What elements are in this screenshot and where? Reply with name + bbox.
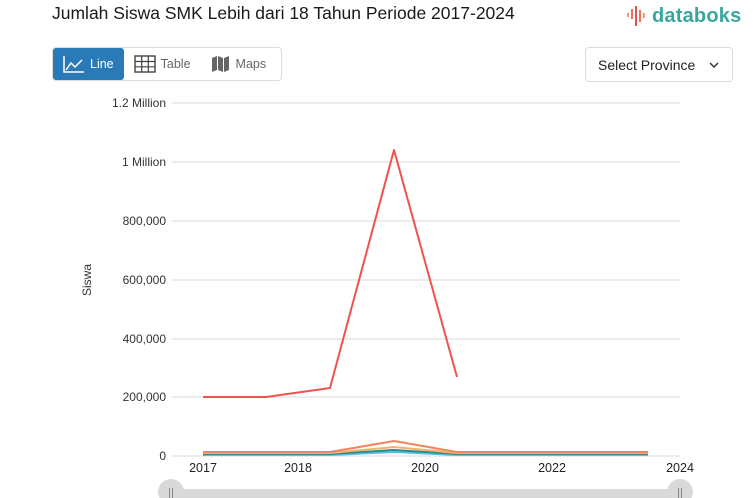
x-axis: 2017 2018 2020 2022 2024 — [189, 461, 694, 475]
databoks-logo[interactable]: databoks — [626, 4, 741, 28]
y-tick: 800,000 — [123, 214, 167, 228]
gridlines — [172, 102, 680, 457]
table-grid-icon — [133, 55, 156, 73]
province-select-label: Select Province — [598, 56, 696, 73]
y-axis: 1.2 Million 1 Million 800,000 600,000 40… — [112, 96, 166, 463]
tab-maps[interactable]: Maps — [201, 48, 277, 80]
chart-title: Jumlah Siswa SMK Lebih dari 18 Tahun Per… — [52, 3, 515, 23]
chevron-down-icon — [709, 61, 719, 68]
x-tick: 2020 — [411, 461, 439, 475]
line-chart-icon — [63, 56, 84, 73]
map-icon — [211, 56, 229, 72]
range-handle-left[interactable] — [158, 479, 184, 498]
x-tick: 2017 — [189, 461, 217, 475]
tab-maps-label: Maps — [235, 57, 267, 71]
range-handle-right[interactable] — [667, 479, 693, 498]
y-tick: 400,000 — [123, 332, 167, 346]
series-b-line[interactable] — [203, 440, 648, 453]
province-select[interactable]: Select Province — [585, 47, 733, 82]
range-slider[interactable] — [158, 479, 693, 498]
view-toggle: Line Table Maps — [52, 47, 282, 81]
tab-table[interactable]: Table — [124, 48, 201, 80]
tab-table-label: Table — [160, 57, 191, 71]
y-tick: 200,000 — [123, 390, 167, 404]
y-tick: 1.2 Million — [112, 96, 166, 110]
bars-logo-icon — [627, 6, 645, 26]
y-tick: 0 — [159, 449, 166, 463]
series-group — [203, 149, 648, 456]
slider-track[interactable] — [172, 489, 680, 498]
y-tick: 1 Million — [122, 155, 166, 169]
series-a-line[interactable] — [203, 149, 458, 398]
tab-line[interactable]: Line — [53, 48, 124, 80]
y-tick: 600,000 — [123, 273, 167, 287]
tab-line-label: Line — [90, 57, 114, 71]
x-tick: 2022 — [538, 461, 566, 475]
logo-text: databoks — [652, 4, 742, 27]
y-axis-label: Siswa — [80, 264, 94, 296]
x-tick: 2024 — [666, 461, 694, 475]
x-tick: 2018 — [284, 461, 312, 475]
